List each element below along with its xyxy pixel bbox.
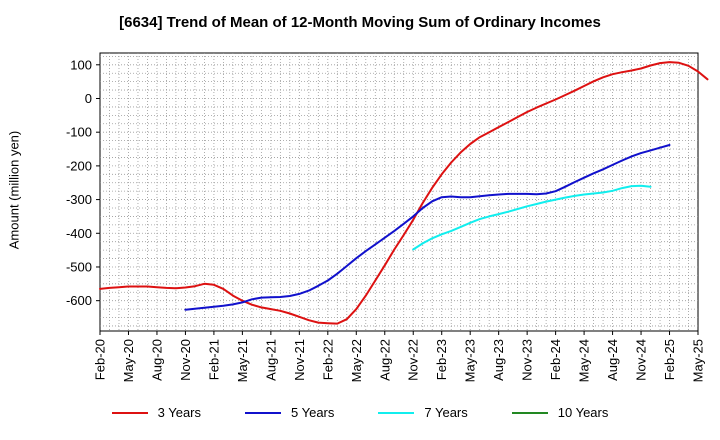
legend-label: 7 Years xyxy=(424,405,468,420)
x-tick-label: Nov-24 xyxy=(634,339,649,381)
x-tick-label: May-22 xyxy=(349,339,364,382)
y-tick-label: -500 xyxy=(66,259,92,274)
y-tick-label: -400 xyxy=(66,226,92,241)
legend-swatch xyxy=(111,411,148,414)
x-tick-label: Nov-21 xyxy=(292,339,307,381)
x-tick-label: May-20 xyxy=(121,339,136,382)
x-tick-label: Aug-21 xyxy=(263,339,278,381)
x-tick-label: May-23 xyxy=(463,339,478,382)
series-line-7-years xyxy=(412,184,652,251)
x-tick-label: May-21 xyxy=(235,339,250,382)
y-tick-label: 0 xyxy=(85,91,92,106)
x-tick-label: Feb-24 xyxy=(548,339,563,380)
series-line-5-years xyxy=(184,144,671,311)
legend-item: 3 Years xyxy=(111,405,201,420)
legend-item: 10 Years xyxy=(511,405,609,420)
x-tick-label: May-25 xyxy=(691,339,706,382)
series-line-3-years xyxy=(99,61,709,325)
y-tick-label: -300 xyxy=(66,192,92,207)
x-tick-label: Aug-23 xyxy=(491,339,506,381)
x-tick-label: Feb-21 xyxy=(206,339,221,380)
x-tick-label: Aug-20 xyxy=(149,339,164,381)
x-tick-label: Feb-23 xyxy=(434,339,449,380)
x-tick-label: Aug-22 xyxy=(377,339,392,381)
legend-label: 5 Years xyxy=(291,405,335,420)
legend-label: 3 Years xyxy=(157,405,201,420)
x-tick-label: May-24 xyxy=(577,339,592,382)
y-tick-label: -200 xyxy=(66,158,92,173)
x-tick-label: Nov-20 xyxy=(178,339,193,381)
legend: 3 Years 5 Years 7 Years 10 Years xyxy=(0,405,720,420)
x-tick-label: Nov-23 xyxy=(520,339,535,381)
legend-swatch xyxy=(245,411,281,414)
legend-label: 10 Years xyxy=(557,405,609,420)
x-tick-label: Feb-22 xyxy=(320,339,335,380)
x-tick-label: Feb-25 xyxy=(662,339,677,380)
y-tick-label: -100 xyxy=(66,125,92,140)
x-tick-label: Feb-20 xyxy=(93,339,108,380)
legend-item: 5 Years xyxy=(245,405,334,420)
legend-swatch xyxy=(511,411,548,414)
x-tick-label: Nov-22 xyxy=(406,339,421,381)
y-tick-label: -600 xyxy=(66,293,92,308)
chart-title: [6634] Trend of Mean of 12-Month Moving … xyxy=(119,14,601,31)
y-tick-label: 100 xyxy=(70,57,92,72)
x-tick-label: Aug-24 xyxy=(605,339,620,381)
legend-item: 7 Years xyxy=(378,405,468,420)
legend-swatch xyxy=(378,411,415,414)
